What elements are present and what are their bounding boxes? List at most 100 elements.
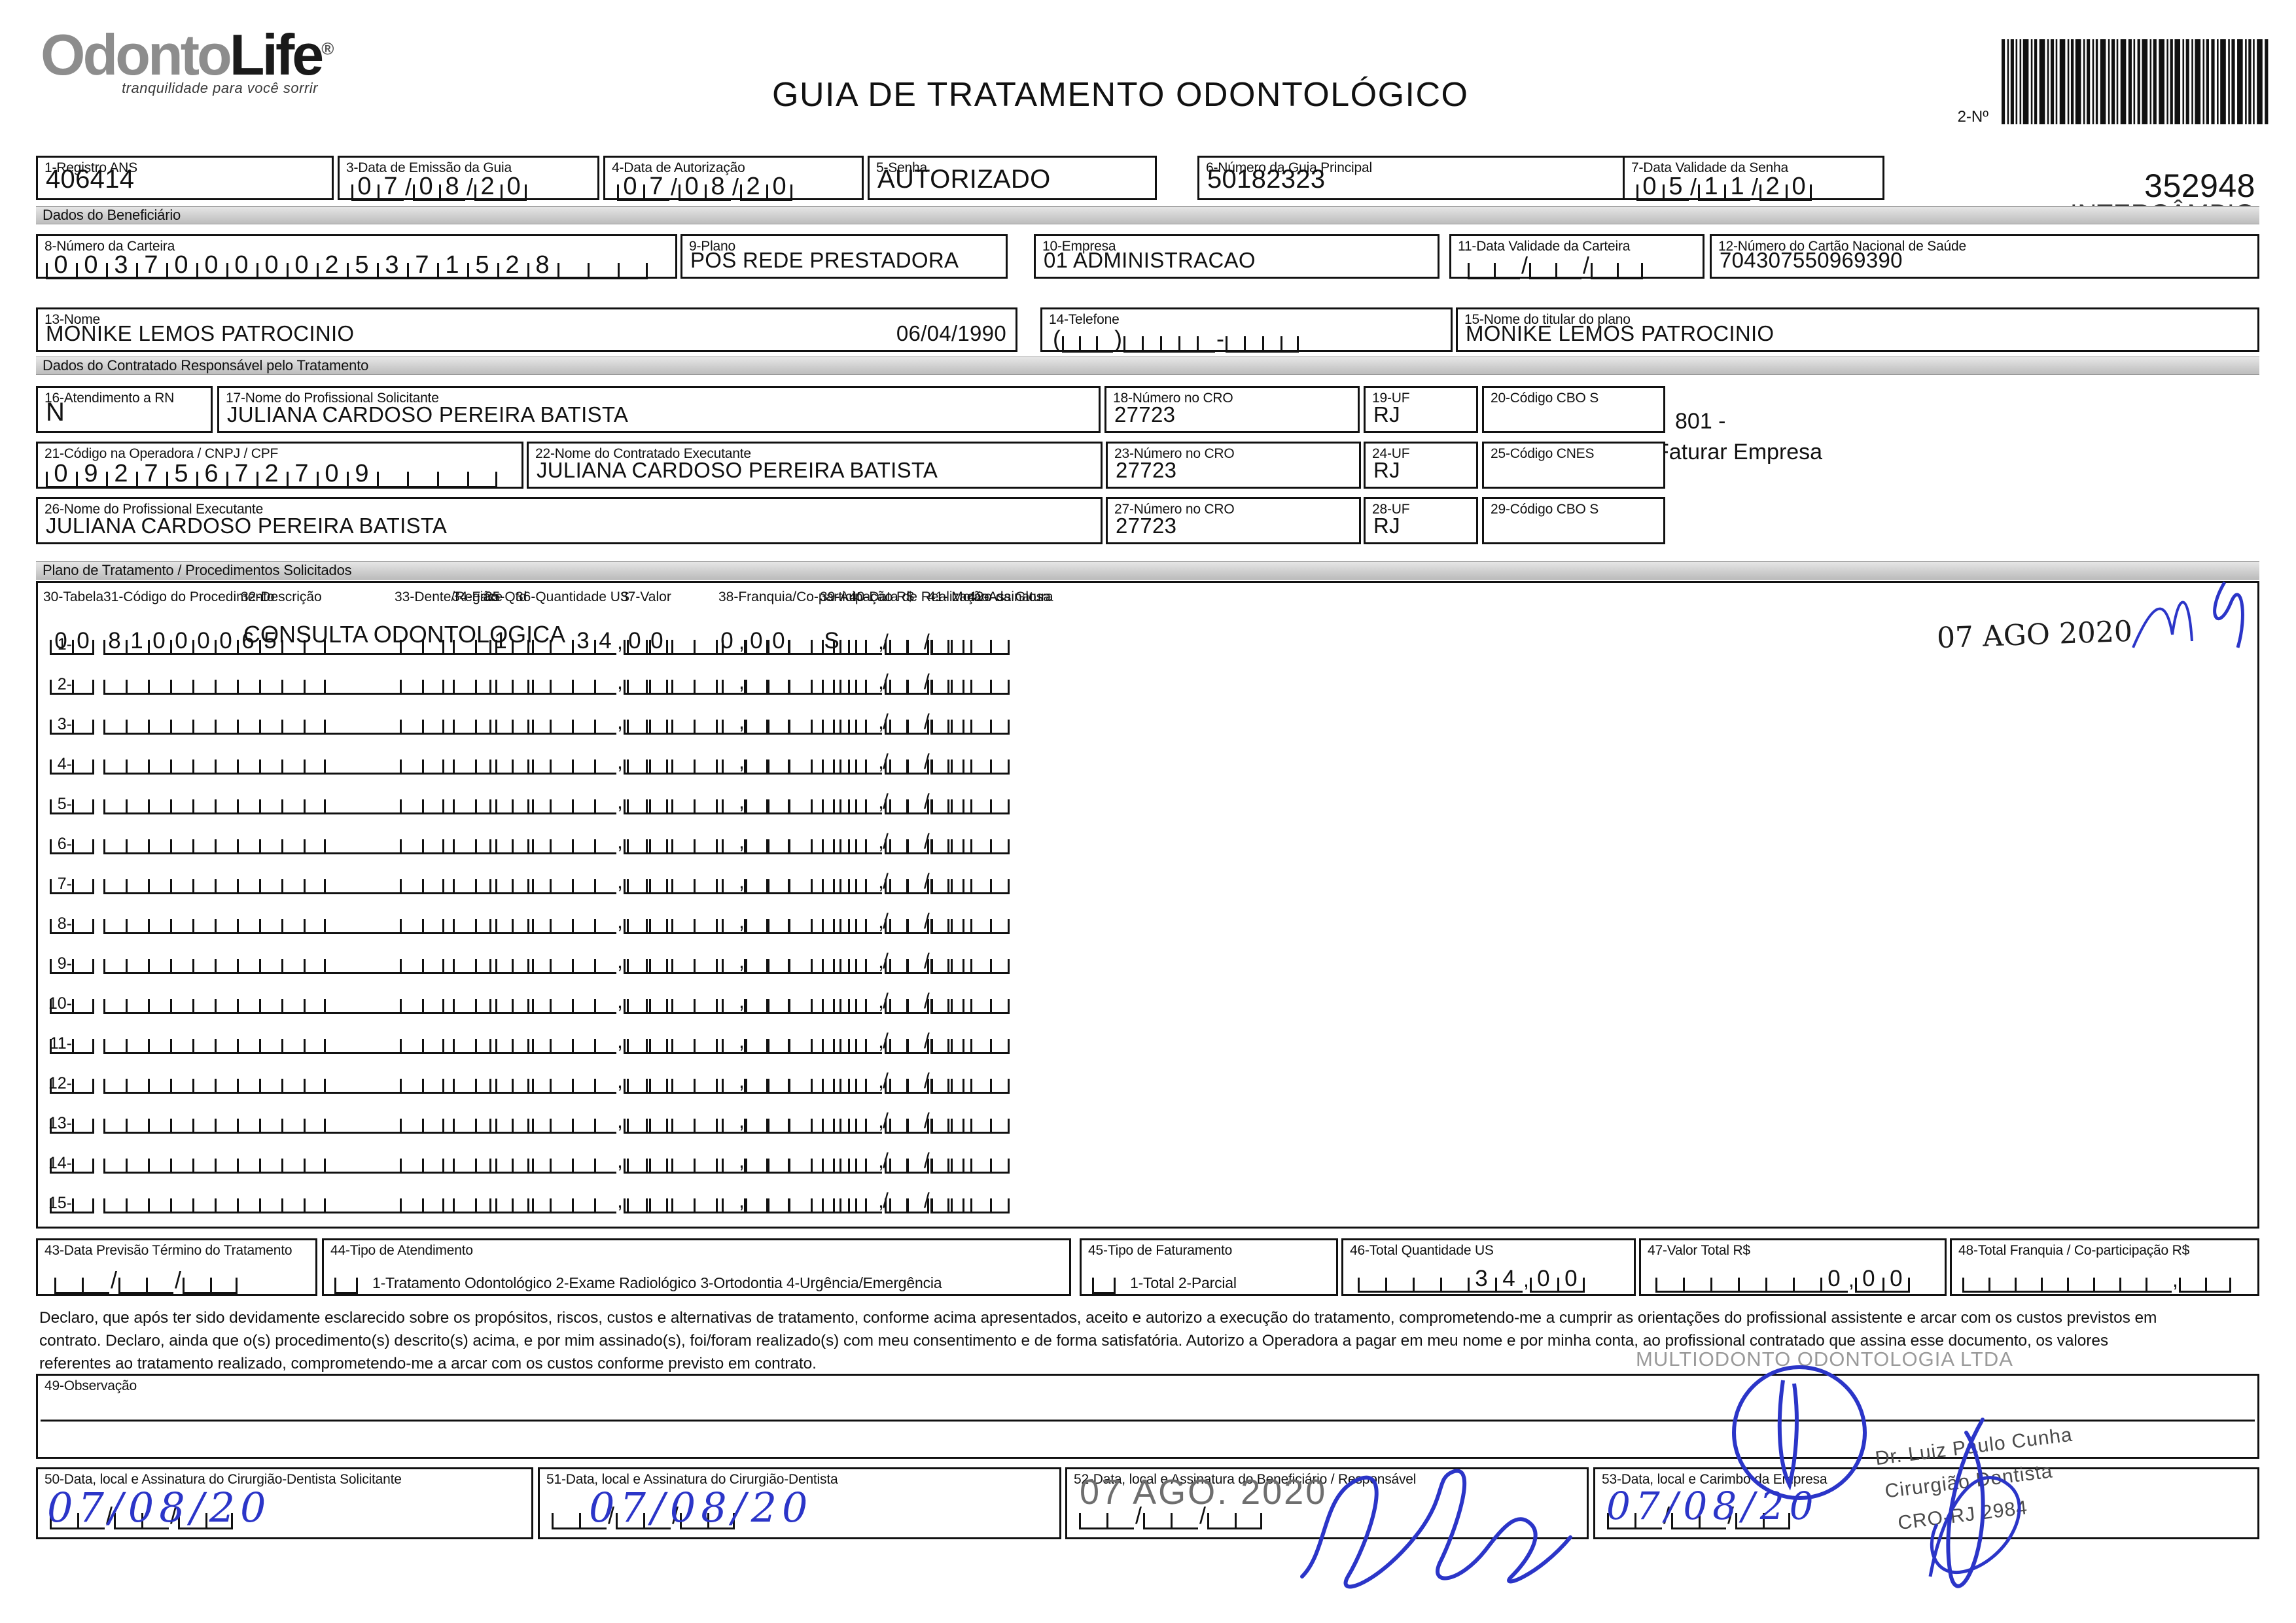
row14-codigo-cell[interactable] — [170, 1147, 192, 1174]
row11-valor-cell[interactable] — [694, 1028, 716, 1054]
row1-dente-cell[interactable] — [400, 629, 422, 655]
row3-glosa-cell[interactable] — [931, 708, 951, 735]
row6-franquia-cell[interactable] — [788, 828, 811, 854]
row13-glosa-cell[interactable] — [931, 1108, 951, 1134]
row12-valor-cell[interactable] — [694, 1068, 716, 1094]
row12-data-realizacao-cell[interactable] — [906, 1068, 923, 1094]
row1-glosa-cell[interactable] — [951, 629, 970, 655]
row6-qtd[interactable] — [489, 828, 534, 854]
row10-tabela-cell[interactable] — [50, 988, 72, 1014]
codigo-operadora-digits-cell[interactable] — [407, 461, 437, 488]
row2-qtd-cell[interactable] — [512, 669, 534, 695]
row10-data-realizacao-cell[interactable] — [889, 988, 906, 1014]
row7-codigo-cell[interactable] — [215, 868, 237, 894]
row13-quantidade-us-cell[interactable] — [550, 1108, 572, 1134]
row13-glosa-cell[interactable] — [990, 1108, 1010, 1134]
row7-glosa[interactable] — [931, 868, 1010, 894]
row8-franquia-cell[interactable] — [833, 908, 855, 934]
row1-dente-cell[interactable] — [422, 629, 444, 655]
row13-glosa-cell[interactable] — [970, 1108, 990, 1134]
row6-franquia-cell[interactable] — [722, 828, 744, 854]
row14-codigo-cell[interactable] — [103, 1147, 126, 1174]
row13-franquia-cell[interactable] — [788, 1108, 811, 1134]
row7-aut[interactable] — [822, 868, 841, 894]
field-validade-carteira[interactable]: 11-Data Validade da Carteira / / — [1449, 234, 1704, 279]
row4-codigo-cell[interactable] — [103, 748, 126, 775]
validade-carteira-digits-cell[interactable] — [1591, 252, 1617, 279]
row7-codigo-cell[interactable] — [192, 868, 215, 894]
row13-valor-cell[interactable] — [649, 1108, 671, 1134]
row3-data-realizacao-cell[interactable] — [889, 708, 906, 735]
row10-glosa[interactable] — [931, 988, 1010, 1014]
row4-codigo-cell[interactable] — [126, 748, 148, 775]
row10-glosa-cell[interactable] — [970, 988, 990, 1014]
numero-carteira-digits-cell[interactable]: 5 — [347, 252, 377, 279]
row9-valor-cell[interactable] — [694, 948, 716, 974]
valor-total-digits-cell[interactable]: 0 — [1820, 1266, 1848, 1293]
row14-tabela-cell[interactable] — [50, 1147, 72, 1174]
row10-valor-cell[interactable] — [671, 988, 694, 1014]
carimbo-empresa-date-cell[interactable] — [1763, 1502, 1791, 1529]
row8-valor-cell[interactable] — [671, 908, 694, 934]
row11-data-realizacao-cell[interactable] — [865, 1028, 882, 1054]
row1-face-cell[interactable] — [453, 629, 475, 655]
row4-quantidade-us-cell[interactable] — [550, 748, 572, 775]
codigo-operadora-digits-cell[interactable]: 2 — [256, 461, 287, 488]
row6-face[interactable] — [453, 828, 497, 854]
row12-qtd-cell[interactable] — [512, 1068, 534, 1094]
row7-glosa-cell[interactable] — [970, 868, 990, 894]
row5-aut-cell[interactable] — [822, 788, 841, 814]
row15-codigo-cell[interactable] — [103, 1187, 126, 1213]
row14-tabela[interactable] — [50, 1147, 94, 1174]
row2-glosa-cell[interactable] — [990, 669, 1010, 695]
row11-codigo-cell[interactable] — [170, 1028, 192, 1054]
row8-data-realizacao-cell[interactable] — [906, 908, 923, 934]
row13-aut[interactable] — [822, 1108, 841, 1134]
data-autorizacao-digits-cell[interactable]: 7 — [643, 173, 669, 201]
row3-qtd-cell[interactable] — [512, 708, 534, 735]
row5-data-realizacao-cell[interactable] — [848, 788, 865, 814]
validade-carteira-digits-cell[interactable] — [1529, 252, 1556, 279]
table-row[interactable]: 1- 0 0 8 1 0 0 0 0 6 5 CONSULTA ODONTOLOGICA 1 3 4, 0 0 0… — [38, 621, 2257, 661]
row1-valor-cell[interactable] — [671, 629, 694, 655]
row9-glosa-cell[interactable] — [990, 948, 1010, 974]
row11-codigo-cell[interactable] — [215, 1028, 237, 1054]
row12-glosa-cell[interactable] — [990, 1068, 1010, 1094]
table-row[interactable]: 14-,,, / / — [38, 1140, 2257, 1179]
row3-data-realizacao-cell[interactable] — [865, 708, 882, 735]
row5-quantidade-us-cell[interactable] — [594, 788, 616, 814]
row12-valor-cell[interactable] — [671, 1068, 694, 1094]
row12-quantidade-us-cell[interactable] — [594, 1068, 616, 1094]
row7-quantidade-us-cell[interactable] — [550, 868, 572, 894]
numero-carteira-digits-cell[interactable]: 0 — [196, 252, 226, 279]
row3-valor-cell[interactable] — [627, 708, 649, 735]
row2-valor-cell[interactable] — [694, 669, 716, 695]
valor-total-digits-cell[interactable] — [1710, 1266, 1738, 1293]
row6-glosa[interactable] — [931, 828, 1010, 854]
row8-qtd[interactable] — [489, 908, 534, 934]
row12-codigo-cell[interactable] — [148, 1068, 170, 1094]
row1-aut-cell[interactable]: S — [822, 628, 841, 655]
row10-franquia-cell[interactable] — [833, 988, 855, 1014]
row15-data-realizacao-cell[interactable] — [848, 1187, 865, 1213]
row5-face[interactable] — [453, 788, 497, 814]
row11-face-cell[interactable] — [453, 1028, 475, 1054]
total-franquia-digits[interactable]: , — [1962, 1266, 2231, 1293]
row7-face-cell[interactable] — [475, 868, 497, 894]
telefone-ddd-cell[interactable] — [1079, 325, 1096, 353]
row14-data-realizacao-cell[interactable] — [906, 1147, 923, 1174]
numero-carteira-digits-cell[interactable]: 0 — [76, 252, 106, 279]
table-row[interactable]: 4-,,, / / — [38, 741, 2257, 780]
row15-glosa-cell[interactable] — [951, 1187, 970, 1213]
table-row[interactable]: 7-,,, / / — [38, 860, 2257, 900]
field-senha[interactable]: 5-Senha AUTORIZADO — [868, 156, 1157, 200]
row7-quantidade-us-cell[interactable] — [572, 868, 594, 894]
row7-qtd[interactable] — [489, 868, 534, 894]
field-codigo-operadora[interactable]: 21-Código na Operadora / CNPJ / CPF 0 9 2 7 5… — [36, 442, 523, 489]
row15-qtd[interactable] — [489, 1187, 534, 1213]
numero-carteira-digits-cell[interactable] — [588, 252, 618, 279]
table-row[interactable]: 9-,,, / / — [38, 940, 2257, 980]
row10-data-realizacao-cell[interactable] — [865, 988, 882, 1014]
